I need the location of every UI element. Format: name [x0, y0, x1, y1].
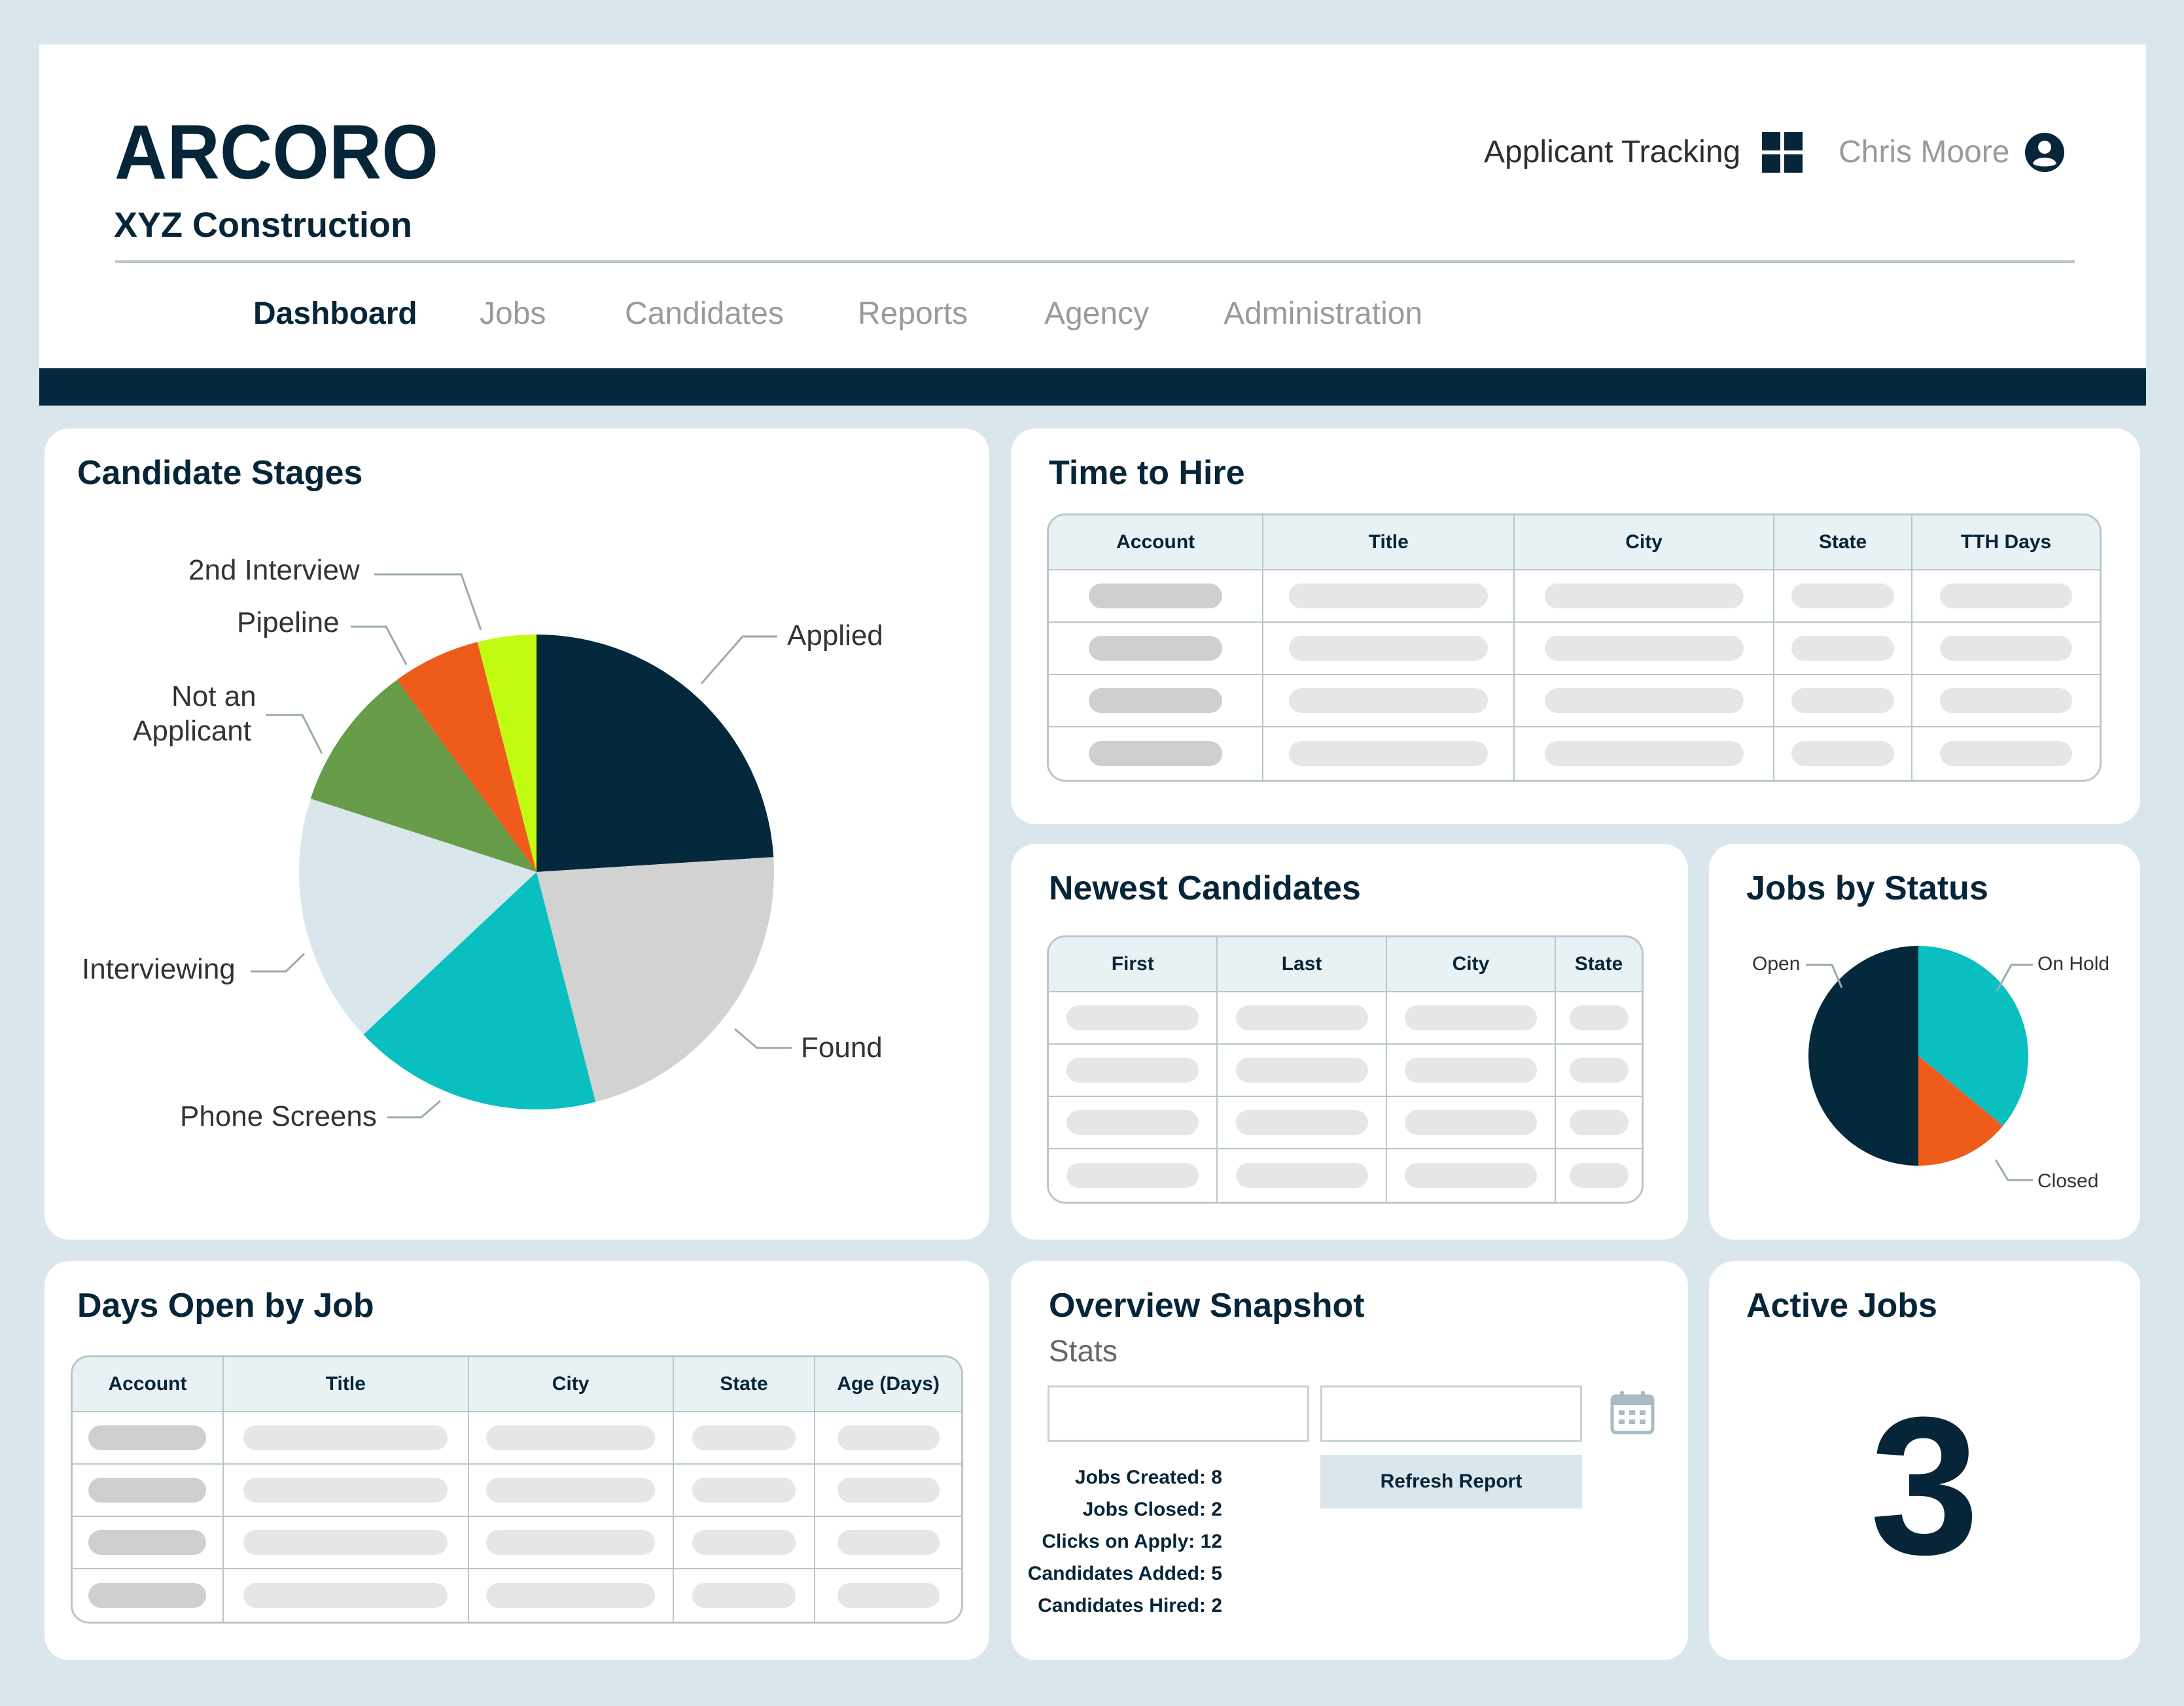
stat-clicks-on-apply: Clicks on Apply: 12 — [1042, 1531, 1222, 1552]
app-header — [39, 44, 2146, 406]
card-title: Active Jobs — [1746, 1287, 1937, 1325]
refresh-report-button[interactable]: Refresh Report — [1320, 1455, 1582, 1508]
company-name: XYZ Construction — [114, 205, 412, 245]
table-row[interactable] — [1049, 1045, 1642, 1097]
nav-jobs[interactable]: Jobs — [480, 296, 546, 331]
table-row[interactable] — [1049, 1149, 1642, 1202]
label-2nd-interview: 2nd Interview — [188, 554, 360, 586]
col-state[interactable]: State — [1774, 515, 1913, 570]
col-city[interactable]: City — [468, 1357, 674, 1412]
table-row[interactable] — [1049, 1097, 1642, 1149]
label-found: Found — [801, 1032, 883, 1064]
user-name[interactable]: Chris Moore — [1839, 135, 2010, 169]
card-title: Candidate Stages — [77, 454, 363, 492]
header-bar — [39, 368, 2146, 406]
pie-slice-pipeline[interactable] — [396, 642, 537, 872]
pie-slice-closed[interactable] — [1918, 1056, 2003, 1166]
col-first[interactable]: First — [1049, 937, 1218, 992]
card-title: Time to Hire — [1049, 454, 1245, 492]
label-phone-screens: Phone Screens — [180, 1100, 377, 1132]
nav-candidates[interactable]: Candidates — [625, 296, 784, 331]
col-state[interactable]: State — [1556, 937, 1642, 992]
label-closed: Closed — [2037, 1170, 2099, 1192]
card-title: Jobs by Status — [1746, 869, 1988, 907]
jobs-by-status-card: Jobs by Status — [1709, 844, 2140, 1240]
col-city[interactable]: City — [1386, 937, 1557, 992]
label-pipeline: Pipeline — [237, 606, 340, 638]
pie-slice-open[interactable] — [1808, 946, 1918, 1166]
stat-candidates-hired: Candidates Hired: 2 — [1038, 1595, 1222, 1616]
newest-candidates-table: First Last City State — [1047, 935, 1644, 1204]
table-row[interactable] — [73, 1569, 961, 1622]
pie-slice-2nd-interview[interactable] — [477, 635, 537, 872]
card-title: Newest Candidates — [1049, 869, 1361, 907]
label-not-applicant-1: Not an — [171, 680, 256, 712]
user-icon[interactable] — [2024, 132, 2065, 173]
nav-agency[interactable]: Agency — [1044, 296, 1150, 331]
col-account[interactable]: Account — [73, 1357, 224, 1412]
grid-icon[interactable] — [1762, 132, 1803, 173]
active-jobs-count: 3 — [1870, 1376, 1979, 1595]
col-title[interactable]: Title — [1263, 515, 1515, 570]
pie-slice-phone-screens[interactable] — [363, 872, 596, 1109]
logo-text: ARCORO — [114, 114, 438, 186]
days-open-table: Account Title City State Age (Days) — [71, 1355, 963, 1624]
arcoro-logo: ARCORO — [114, 114, 438, 186]
table-row[interactable] — [1049, 570, 2100, 623]
table-row[interactable] — [73, 1517, 961, 1569]
start-date-input[interactable] — [1048, 1385, 1309, 1442]
col-age-days[interactable]: Age (Days) — [815, 1357, 961, 1412]
stat-jobs-closed: Jobs Closed: 2 — [1082, 1499, 1222, 1520]
table-row[interactable] — [1049, 992, 1642, 1045]
calendar-icon[interactable] — [1610, 1389, 1655, 1435]
pie-slice-not-an-applicant[interactable] — [310, 680, 537, 872]
app-switcher-label[interactable]: Applicant Tracking — [1484, 135, 1741, 169]
card-title: Overview Snapshot — [1049, 1287, 1365, 1325]
label-applied: Applied — [787, 619, 883, 652]
table-row[interactable] — [1049, 675, 2100, 727]
table-row[interactable] — [1049, 623, 2100, 675]
stat-candidates-added: Candidates Added: 5 — [1027, 1563, 1222, 1584]
col-title[interactable]: Title — [223, 1357, 469, 1412]
nav-reports[interactable]: Reports — [858, 296, 968, 331]
pie-slice-applied[interactable] — [537, 635, 774, 872]
header-divider — [115, 260, 2075, 263]
label-open: Open — [1752, 953, 1801, 975]
table-row[interactable] — [73, 1412, 961, 1465]
table-row[interactable] — [1049, 727, 2100, 780]
candidate-stages-pie — [299, 635, 774, 1109]
pie-slice-interviewing[interactable] — [299, 798, 537, 1035]
card-subtitle: Stats — [1049, 1334, 1118, 1368]
nav-administration[interactable]: Administration — [1224, 296, 1423, 331]
label-interviewing: Interviewing — [82, 953, 236, 985]
table-row[interactable] — [73, 1465, 961, 1517]
label-not-applicant-2: Applicant — [133, 715, 252, 747]
pie-slice-found[interactable] — [537, 857, 774, 1102]
stat-jobs-created: Jobs Created: 8 — [1074, 1467, 1222, 1488]
nav-dashboard[interactable]: Dashboard — [253, 296, 417, 331]
active-jobs-card: Active Jobs 3 — [1709, 1261, 2140, 1660]
col-last[interactable]: Last — [1218, 937, 1387, 992]
col-state[interactable]: State — [673, 1357, 816, 1412]
col-tth-days[interactable]: TTH Days — [1912, 515, 2100, 570]
col-account[interactable]: Account — [1049, 515, 1264, 570]
label-on-hold: On Hold — [2037, 953, 2110, 975]
end-date-input[interactable] — [1320, 1385, 1582, 1442]
col-city[interactable]: City — [1515, 515, 1774, 570]
card-title: Days Open by Job — [77, 1287, 374, 1325]
time-to-hire-table: Account Title City State TTH Days — [1047, 514, 2102, 782]
